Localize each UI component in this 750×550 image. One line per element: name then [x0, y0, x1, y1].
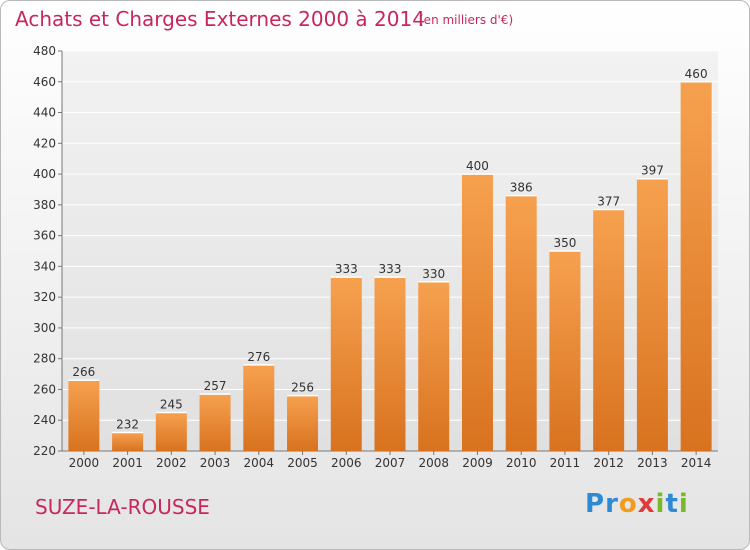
- bar: [374, 277, 406, 451]
- y-tick-label: 380: [33, 198, 56, 212]
- bar: [549, 251, 581, 451]
- bar: [593, 209, 625, 451]
- chart-subtitle: (en milliers d'€): [419, 13, 514, 27]
- logo-letter: t: [665, 489, 679, 519]
- y-tick-label: 440: [33, 106, 56, 120]
- x-tick-label: 2008: [418, 456, 449, 470]
- bar: [243, 364, 275, 451]
- logo-letter: o: [618, 489, 638, 519]
- logo-letter: i: [655, 489, 666, 519]
- data-label: 386: [510, 181, 533, 195]
- proxiti-logo: Proxiti: [585, 489, 689, 519]
- x-tick-label: 2006: [331, 456, 362, 470]
- data-label: 333: [379, 262, 402, 276]
- x-tick-label: 2012: [593, 456, 624, 470]
- y-tick-label: 320: [33, 290, 56, 304]
- bar: [68, 380, 100, 451]
- data-label: 257: [204, 379, 227, 393]
- y-tick-label: 280: [33, 352, 56, 366]
- commune-name: SUZE-LA-ROUSSE: [35, 495, 210, 519]
- logo-letter: i: [678, 489, 689, 519]
- bar: [505, 195, 537, 451]
- data-label: 245: [160, 398, 183, 412]
- bar: [155, 412, 187, 451]
- y-tick-label: 360: [33, 229, 56, 243]
- data-label: 460: [685, 67, 708, 81]
- x-tick-label: 2005: [287, 456, 318, 470]
- data-label: 377: [597, 194, 620, 208]
- y-tick-label: 420: [33, 136, 56, 150]
- bar: [680, 81, 712, 452]
- data-label: 397: [641, 164, 664, 178]
- x-tick-label: 2003: [200, 456, 231, 470]
- y-tick-label: 220: [33, 444, 56, 458]
- x-tick-label: 2004: [244, 456, 275, 470]
- y-tick-label: 240: [33, 413, 56, 427]
- data-label: 400: [466, 159, 489, 173]
- logo-letter: x: [637, 489, 656, 519]
- y-tick-label: 460: [33, 75, 56, 89]
- data-label: 276: [247, 350, 270, 364]
- data-label: 256: [291, 381, 314, 395]
- data-label: 330: [422, 267, 445, 281]
- data-label: 232: [116, 418, 139, 432]
- x-tick-label: 2013: [637, 456, 668, 470]
- bar: [287, 395, 319, 451]
- logo-letter: P: [585, 489, 606, 519]
- x-tick-label: 2010: [506, 456, 537, 470]
- logo-letter: r: [605, 489, 619, 519]
- x-tick-label: 2007: [375, 456, 406, 470]
- y-tick-label: 340: [33, 259, 56, 273]
- x-tick-label: 2011: [550, 456, 581, 470]
- y-tick-label: 480: [33, 44, 56, 58]
- x-tick-label: 2014: [681, 456, 712, 470]
- x-tick-label: 2002: [156, 456, 187, 470]
- y-tick-label: 400: [33, 167, 56, 181]
- bar: [418, 281, 450, 451]
- bar: [330, 277, 362, 451]
- bar: [636, 178, 668, 451]
- data-label: 350: [553, 236, 576, 250]
- y-tick-label: 260: [33, 382, 56, 396]
- chart-title: Achats et Charges Externes 2000 à 2014: [15, 7, 425, 31]
- data-label: 266: [72, 365, 95, 379]
- bar: [112, 432, 144, 451]
- y-tick-label: 300: [33, 321, 56, 335]
- x-tick-label: 2000: [69, 456, 100, 470]
- bar: [461, 174, 493, 452]
- x-tick-label: 2009: [462, 456, 493, 470]
- data-label: 333: [335, 262, 358, 276]
- bar: [199, 394, 231, 451]
- x-tick-label: 2001: [112, 456, 143, 470]
